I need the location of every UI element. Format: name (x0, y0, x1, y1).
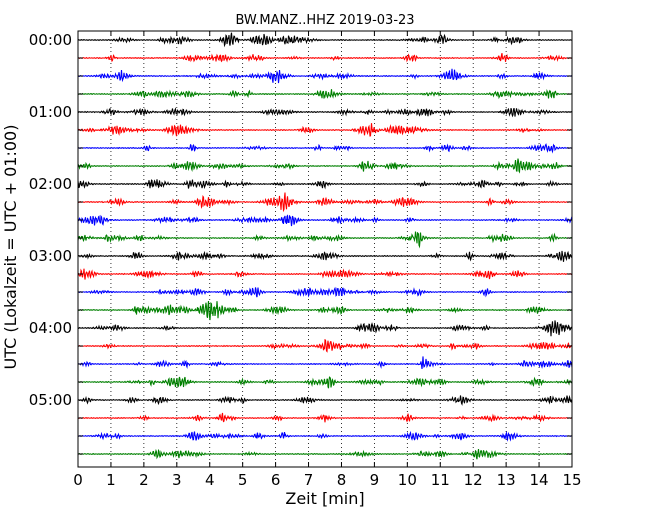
x-tick-label: 1 (106, 471, 116, 489)
trace-row (77, 179, 573, 190)
trace-row (77, 448, 573, 460)
trace-row (77, 231, 573, 249)
trace-row (77, 158, 573, 174)
x-tick-label: 0 (73, 471, 83, 489)
trace-row (77, 123, 573, 137)
y-tick-label: 01:00 (29, 103, 72, 121)
trace-row (77, 250, 573, 262)
y-tick-label: 00:00 (29, 31, 72, 49)
trace-row (77, 214, 573, 227)
x-tick-label: 10 (398, 471, 417, 489)
trace-row (77, 300, 573, 321)
x-tick-label: 3 (172, 471, 182, 489)
plot-frame (77, 30, 573, 468)
y-tick-label: 05:00 (29, 391, 72, 409)
x-tick-label: 2 (139, 471, 149, 489)
x-tick-label: 12 (464, 471, 483, 489)
trace-row (77, 394, 573, 406)
y-tick-label: 04:00 (29, 319, 72, 337)
x-tick-label: 11 (431, 471, 450, 489)
y-tick-label: 03:00 (29, 247, 72, 265)
trace-layer (77, 32, 573, 460)
trace-row (77, 320, 573, 337)
grid-layer (110, 31, 540, 467)
x-tick-label: 13 (497, 471, 516, 489)
trace-row (77, 143, 573, 154)
x-tick-label: 5 (238, 471, 248, 489)
tick-layer: 0 1 2 3 4 5 6 7 8 9 10 11 12 13 14 1500:0001:0002:0003:… (29, 31, 582, 489)
trace-row (77, 286, 573, 298)
trace-row (78, 339, 573, 353)
trace-row (77, 376, 573, 389)
x-axis-label: Zeit [min] (285, 489, 364, 508)
trace-row (77, 412, 573, 423)
trace-row (77, 192, 573, 213)
trace-row (77, 268, 573, 280)
trace-row (77, 53, 573, 63)
y-axis-label: UTC (Lokalzeit = UTC + 01:00) (1, 125, 20, 370)
trace-row (77, 107, 573, 118)
trace-row (77, 32, 573, 48)
trace-row (77, 88, 573, 100)
chart-title: BW.MANZ..HHZ 2019-03-23 (235, 13, 414, 28)
trace-row (77, 356, 573, 370)
y-tick-label: 02:00 (29, 175, 72, 193)
x-tick-label: 8 (337, 471, 347, 489)
trace-row (77, 68, 573, 84)
x-tick-label: 6 (271, 471, 281, 489)
x-tick-label: 14 (530, 471, 549, 489)
x-tick-label: 4 (205, 471, 215, 489)
x-tick-label: 9 (370, 471, 380, 489)
x-tick-label: 15 (562, 471, 581, 489)
trace-row (77, 430, 573, 442)
x-tick-label: 7 (304, 471, 314, 489)
